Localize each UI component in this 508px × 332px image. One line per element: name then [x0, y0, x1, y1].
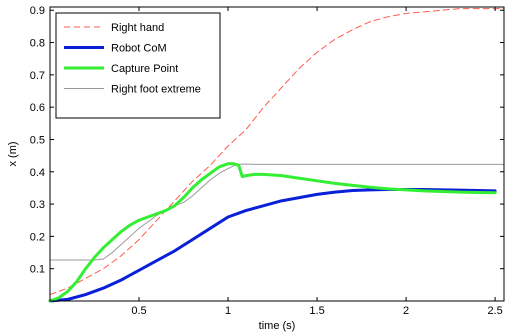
- x-tick-label: 0.5: [131, 305, 146, 317]
- series-line-capture-point: [48, 162, 497, 303]
- x-tick-label: 2: [403, 305, 409, 317]
- x-tick-label: 1: [225, 305, 231, 317]
- y-tick-label: 0.8: [30, 38, 45, 50]
- series-line-right-foot-extreme: [49, 163, 505, 261]
- series-lines: [48, 8, 505, 303]
- series-line-right-hand: [49, 8, 505, 296]
- y-tick-label: 0.9: [30, 5, 45, 17]
- legend-label: Right hand: [111, 22, 164, 34]
- legend-label: Right foot extreme: [111, 84, 201, 96]
- legend-label: Robot CoM: [111, 43, 167, 55]
- y-tick-label: 0.3: [30, 199, 45, 211]
- x-tick-label: 1.5: [309, 305, 324, 317]
- axes-frame: [49, 6, 505, 302]
- series-line-robot-com: [48, 188, 497, 303]
- legend: Right hand Robot CoM Capture Point Right fo…: [55, 12, 221, 119]
- y-axis-label: x (m): [7, 141, 19, 166]
- axis-ticks: 0.5 1 1.5 2 2.5 0.1 0.2 0.3 0.4 0.5 0.6 0.7 0.8 0.9: [30, 5, 504, 317]
- y-tick-label: 0.5: [30, 134, 45, 146]
- x-tick-label: 2.5: [487, 305, 502, 317]
- x-axis-label: time (s): [259, 320, 296, 332]
- y-tick-label: 0.4: [30, 167, 45, 179]
- legend-box: [55, 12, 221, 119]
- y-tick-label: 0.6: [30, 102, 45, 114]
- y-tick-label: 0.1: [30, 264, 45, 276]
- legend-label: Capture Point: [111, 63, 178, 75]
- y-tick-label: 0.2: [30, 231, 45, 243]
- y-tick-label: 0.7: [30, 70, 45, 82]
